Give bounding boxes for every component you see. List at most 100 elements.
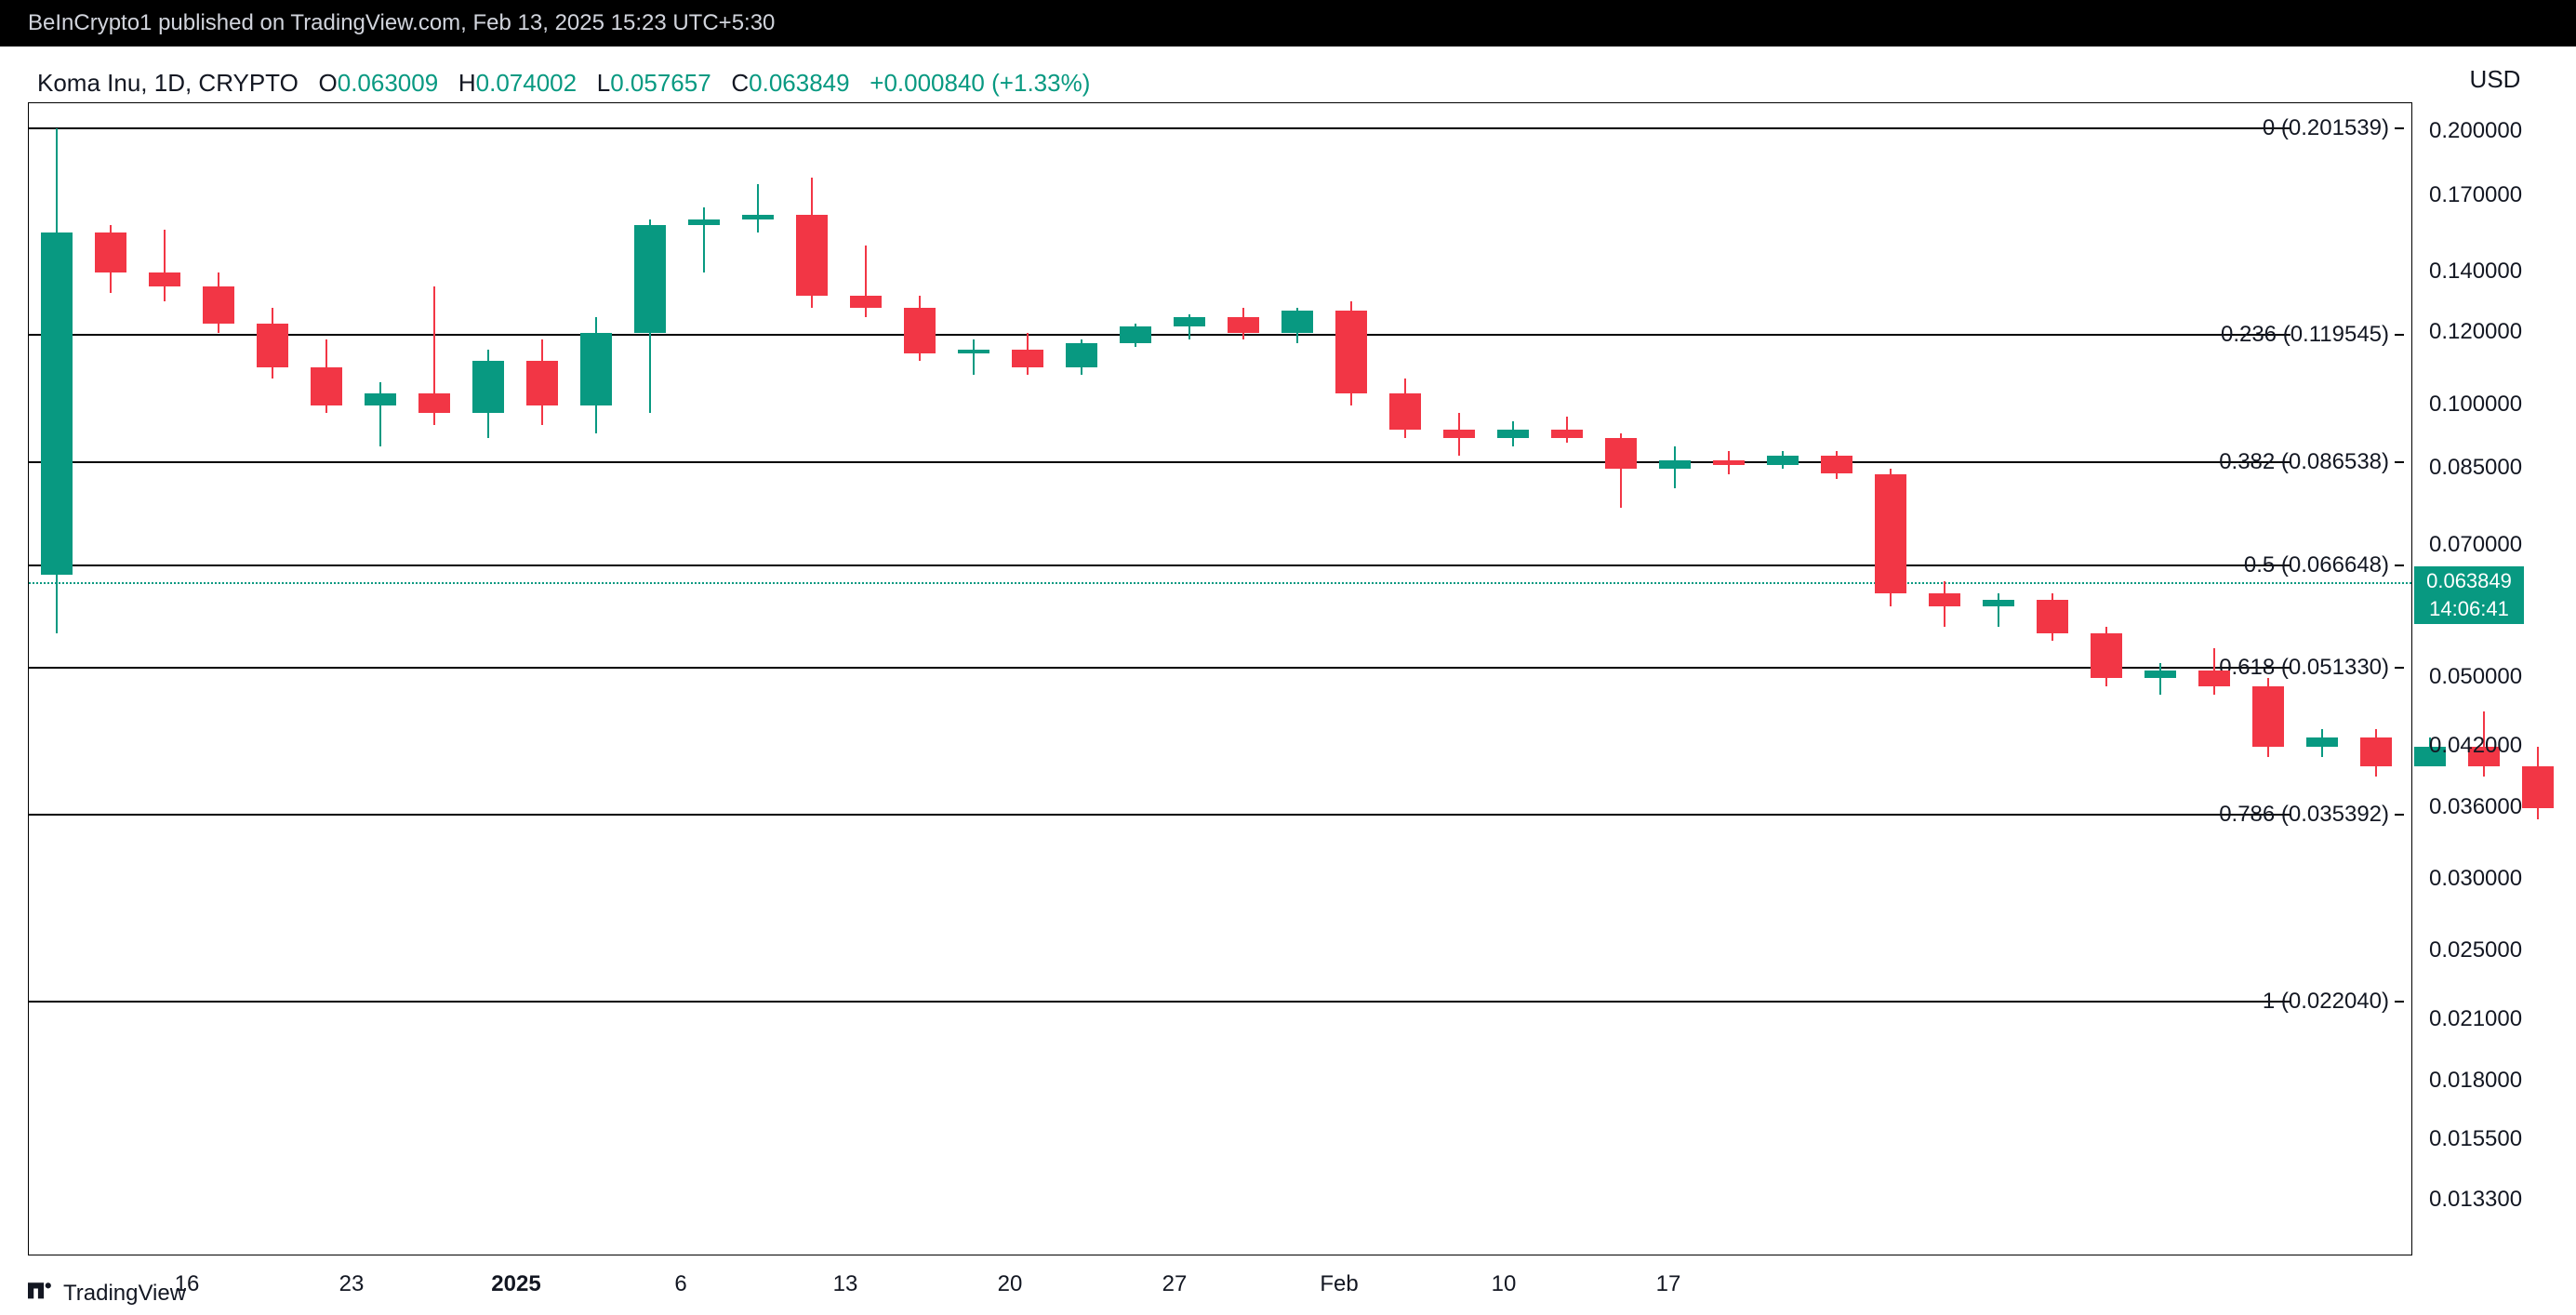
candle-body[interactable] <box>1713 460 1745 465</box>
ohlc-change-pct: (+1.33%) <box>991 69 1090 97</box>
candle-body[interactable] <box>2360 737 2392 766</box>
candle-body[interactable] <box>149 272 180 286</box>
fib-label: 0.5 (0.066648) <box>2244 552 2389 578</box>
candle-body[interactable] <box>1066 343 1097 367</box>
price-tick: 0.070000 <box>2414 532 2576 558</box>
ohlc-c-label: C <box>731 69 749 97</box>
fib-label: 1 (0.022040) <box>2263 989 2389 1015</box>
candle-body[interactable] <box>2198 671 2230 686</box>
candle-body[interactable] <box>472 361 504 414</box>
candle-body[interactable] <box>1174 317 1205 326</box>
fib-label: 0 (0.201539) <box>2263 115 2389 141</box>
candle-body[interactable] <box>1281 311 1313 333</box>
fib-line[interactable] <box>29 1001 2291 1003</box>
candle-body[interactable] <box>41 232 73 575</box>
fib-dash <box>2395 667 2404 669</box>
candle-body[interactable] <box>311 367 342 405</box>
ohlc-h-value: 0.074002 <box>476 69 577 97</box>
last-price-line <box>29 582 2411 584</box>
publish-info-bar: BeInCrypto1 published on TradingView.com… <box>0 0 2576 46</box>
tradingview-attribution: TradingView <box>28 1277 186 1309</box>
candle-wick <box>973 339 975 375</box>
candle-wick <box>757 184 759 232</box>
fib-line[interactable] <box>29 565 2291 566</box>
fib-dash <box>2395 127 2404 129</box>
price-tick: 0.170000 <box>2414 182 2576 208</box>
price-tick: 0.021000 <box>2414 1006 2576 1032</box>
price-tick: 0.025000 <box>2414 937 2576 963</box>
candle-body[interactable] <box>1605 438 1637 470</box>
time-tick: 6 <box>674 1271 686 1297</box>
fib-dash <box>2395 565 2404 566</box>
price-tick: 0.013300 <box>2414 1187 2576 1213</box>
candle-body[interactable] <box>1389 393 1421 430</box>
candle-body[interactable] <box>1767 456 1799 465</box>
fib-dash <box>2395 461 2404 463</box>
fib-line[interactable] <box>29 334 2291 336</box>
fib-line[interactable] <box>29 814 2291 816</box>
time-tick: 2025 <box>491 1271 540 1297</box>
candle-body[interactable] <box>1875 474 1906 594</box>
candle-body[interactable] <box>526 361 558 405</box>
candle-body[interactable] <box>688 219 720 224</box>
price-tick: 0.036000 <box>2414 794 2576 820</box>
tradingview-text: TradingView <box>63 1281 186 1307</box>
fib-label: 0.618 (0.051330) <box>2219 655 2389 681</box>
fib-line[interactable] <box>29 667 2291 669</box>
price-tick: 0.018000 <box>2414 1068 2576 1094</box>
candle-body[interactable] <box>2144 671 2176 678</box>
fib-line[interactable] <box>29 127 2291 129</box>
tradingview-logo-icon <box>28 1277 54 1309</box>
candle-body[interactable] <box>634 225 666 334</box>
candle-body[interactable] <box>2091 633 2122 678</box>
candle-body[interactable] <box>580 333 612 405</box>
candle-body[interactable] <box>2037 600 2068 633</box>
publish-info-text: BeInCrypto1 published on TradingView.com… <box>28 10 775 36</box>
price-axis[interactable]: 0.2000000.1700000.1400000.1200000.100000… <box>2414 102 2576 1255</box>
candle-body[interactable] <box>1497 430 1529 438</box>
candle-body[interactable] <box>796 215 828 296</box>
price-tick: 0.140000 <box>2414 259 2576 285</box>
candle-wick <box>164 230 166 301</box>
candle-body[interactable] <box>365 393 396 405</box>
candle-body[interactable] <box>1551 430 1583 438</box>
candle-wick <box>2159 663 2161 695</box>
candle-body[interactable] <box>958 350 989 353</box>
ohlc-l-value: 0.057657 <box>610 69 710 97</box>
price-tick: 0.050000 <box>2414 664 2576 690</box>
candle-body[interactable] <box>904 308 936 353</box>
chart-pane[interactable]: 162320256132027Feb10170 (0.201539)0.236 … <box>28 102 2412 1255</box>
candle-body[interactable] <box>1120 326 1151 343</box>
fib-line[interactable] <box>29 461 2291 463</box>
last-price-badge: 0.063849 <box>2414 566 2524 596</box>
candle-body[interactable] <box>1335 311 1367 393</box>
time-tick: 27 <box>1162 1271 1188 1297</box>
ohlc-c-value: 0.063849 <box>749 69 849 97</box>
candle-wick <box>703 207 705 272</box>
symbol-name: Koma Inu, 1D, CRYPTO <box>37 69 299 97</box>
candle-body[interactable] <box>95 232 126 272</box>
candle-body[interactable] <box>1929 593 1960 606</box>
candle-body[interactable] <box>418 393 450 413</box>
candle-body[interactable] <box>257 324 288 367</box>
time-tick: Feb <box>1320 1271 1358 1297</box>
yaxis-title: USD <box>2414 65 2576 94</box>
ohlc-o-value: 0.063009 <box>338 69 438 97</box>
candle-body[interactable] <box>1659 460 1691 470</box>
candle-body[interactable] <box>1983 600 2014 606</box>
ohlc-h-label: H <box>458 69 476 97</box>
candle-body[interactable] <box>1443 430 1475 438</box>
fib-dash <box>2395 1001 2404 1003</box>
candle-body[interactable] <box>742 215 774 219</box>
candle-body[interactable] <box>2252 686 2284 747</box>
candle-body[interactable] <box>2306 737 2338 747</box>
fib-label: 0.786 (0.035392) <box>2219 802 2389 828</box>
candle-body[interactable] <box>203 286 234 323</box>
price-tick: 0.120000 <box>2414 319 2576 345</box>
candle-body[interactable] <box>1228 317 1259 333</box>
time-tick: 23 <box>339 1271 365 1297</box>
candle-body[interactable] <box>1821 456 1852 474</box>
candle-body[interactable] <box>1012 350 1043 367</box>
candle-body[interactable] <box>850 296 882 308</box>
time-tick: 17 <box>1656 1271 1681 1297</box>
